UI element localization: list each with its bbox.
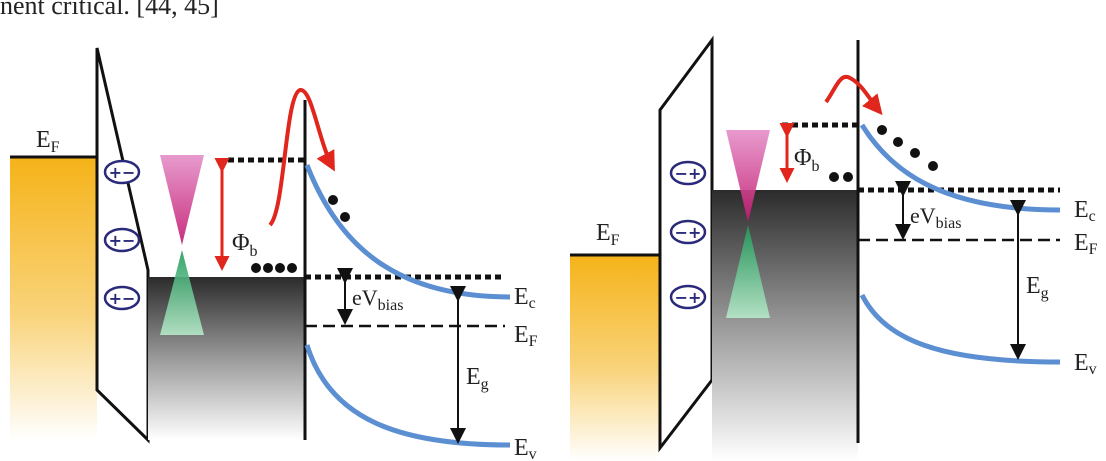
caption-fragment: nent critical. [44, 45] — [0, 0, 219, 20]
shape — [910, 148, 920, 158]
shape — [328, 195, 338, 205]
label: EF — [596, 220, 620, 249]
shape: +− — [109, 163, 136, 182]
label-part: Φ — [232, 230, 250, 256]
label-part: g — [481, 376, 489, 393]
label-part: b — [812, 158, 820, 175]
right-diagram: EF −+ −+ −+ Φb eVbias Eg Ec EF Ev — [570, 40, 1098, 461]
shape: −+ — [675, 223, 702, 242]
metal — [10, 157, 97, 440]
label: Ev — [514, 435, 537, 461]
valence-band — [307, 345, 510, 445]
label-part: g — [1041, 285, 1049, 302]
label-part: E — [36, 127, 51, 153]
shape — [843, 172, 853, 182]
shape — [263, 263, 273, 273]
label-part: Φ — [794, 145, 812, 171]
tip-cone — [160, 155, 204, 245]
electrons — [251, 195, 350, 273]
shape: −+ — [675, 288, 702, 307]
shape — [340, 212, 350, 222]
figure: nent critical. [44, 45] EF +− +− +− Φb e… — [0, 0, 1106, 461]
label-part: v — [1089, 361, 1097, 378]
label: EF — [514, 322, 538, 350]
label-part: b — [250, 243, 258, 260]
shape — [928, 161, 938, 171]
label-part: bias — [378, 297, 404, 314]
semiconductor — [712, 190, 858, 461]
label-part: E — [514, 284, 529, 310]
label-part: E — [514, 322, 529, 348]
label-part: v — [529, 446, 537, 461]
label: EF — [36, 127, 60, 156]
shape: +− — [109, 231, 136, 250]
label: Φb — [232, 230, 258, 260]
label: Ev — [1074, 350, 1097, 378]
label: Eg — [466, 364, 489, 393]
label-part: F — [1089, 241, 1098, 258]
label: Eg — [1026, 273, 1049, 302]
label-part: E — [1074, 230, 1089, 256]
label-part: F — [51, 139, 60, 156]
shape: −+ — [675, 164, 702, 183]
left-diagram: EF +− +− +− Φb eVbias Eg Ec EF Ev — [10, 48, 538, 461]
valence-band — [862, 295, 1060, 362]
label-part: c — [529, 295, 536, 312]
shape — [829, 172, 839, 182]
label: eVbias — [352, 285, 403, 314]
shape: +− — [109, 289, 136, 308]
label-part: F — [529, 333, 538, 350]
label-part: eV — [352, 285, 378, 310]
label-part: E — [1026, 273, 1041, 299]
shape — [275, 263, 285, 273]
shape — [893, 137, 903, 147]
label-part: E — [596, 220, 611, 246]
shape — [877, 125, 887, 135]
label: Ec — [514, 284, 536, 312]
shape — [287, 263, 297, 273]
label-part: F — [611, 232, 620, 249]
tunneling-arrow — [826, 77, 880, 112]
label-part: E — [514, 435, 529, 461]
label-part: eV — [910, 203, 936, 228]
shape — [251, 263, 261, 273]
metal — [570, 255, 660, 461]
label-part: E — [1074, 350, 1089, 376]
label-part: E — [466, 364, 481, 390]
conduction-band — [862, 125, 1060, 210]
label-part: bias — [936, 215, 962, 232]
label: Φb — [794, 145, 820, 175]
label-part: c — [1089, 208, 1096, 225]
label: Ec — [1074, 197, 1096, 225]
label: eVbias — [910, 203, 961, 232]
label-part: E — [1074, 197, 1089, 223]
label: EF — [1074, 230, 1098, 258]
